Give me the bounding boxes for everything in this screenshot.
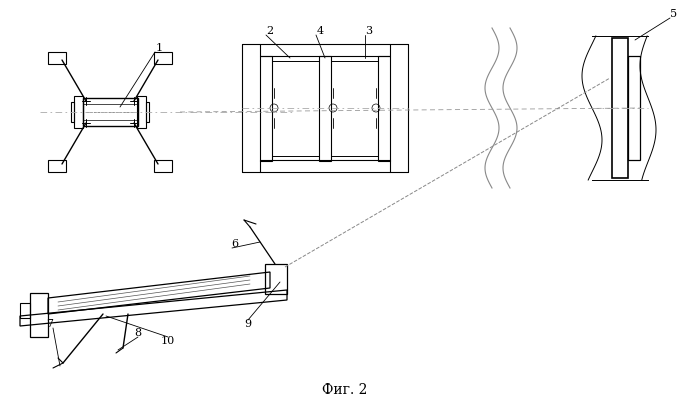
- Text: 4: 4: [317, 26, 324, 36]
- Bar: [260, 56, 272, 161]
- Bar: [612, 38, 628, 178]
- Bar: [154, 160, 172, 172]
- Text: 9: 9: [245, 319, 252, 329]
- Bar: [319, 56, 331, 161]
- Bar: [48, 52, 66, 64]
- Text: 3: 3: [366, 26, 373, 36]
- Text: 2: 2: [266, 26, 273, 36]
- Bar: [378, 56, 390, 161]
- Bar: [146, 102, 149, 122]
- Bar: [265, 264, 287, 294]
- Text: 6: 6: [231, 239, 238, 249]
- Text: 7: 7: [47, 319, 54, 329]
- Text: 5: 5: [670, 9, 677, 19]
- Bar: [20, 303, 30, 318]
- Text: 10: 10: [161, 336, 175, 346]
- Text: Фиг. 2: Фиг. 2: [322, 383, 368, 397]
- Text: 1: 1: [155, 43, 163, 53]
- Bar: [137, 96, 146, 128]
- Bar: [154, 52, 172, 64]
- Bar: [83, 98, 138, 126]
- Bar: [74, 96, 83, 128]
- Bar: [272, 61, 319, 156]
- Bar: [48, 160, 66, 172]
- Bar: [260, 160, 390, 172]
- Bar: [331, 61, 378, 156]
- Bar: [71, 102, 74, 122]
- Bar: [628, 56, 640, 160]
- Bar: [30, 293, 48, 337]
- Text: 8: 8: [134, 328, 142, 338]
- Bar: [260, 44, 390, 56]
